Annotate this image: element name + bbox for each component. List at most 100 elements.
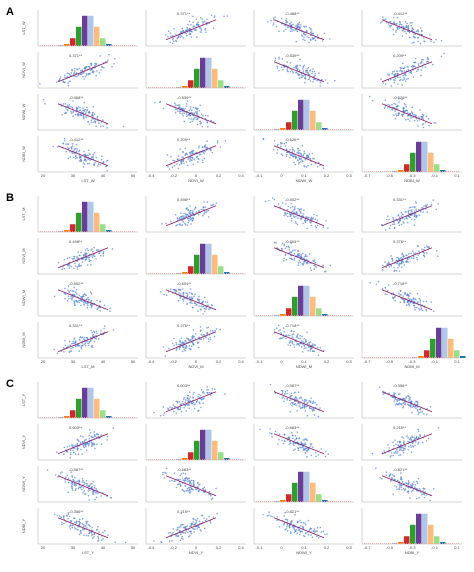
scatter-point	[286, 526, 288, 528]
scatter-point	[188, 118, 190, 120]
histogram-bar	[200, 58, 206, 88]
scatter-point	[387, 104, 389, 106]
scatter-point	[294, 206, 296, 208]
scatter-point	[395, 103, 397, 105]
scatter-point	[176, 290, 178, 292]
scatter-point	[295, 404, 297, 406]
scatter-point	[212, 388, 214, 390]
scatter-point	[76, 72, 78, 74]
histogram-bar	[316, 308, 322, 316]
scatter-point	[410, 117, 412, 119]
scatter-point	[289, 149, 291, 151]
scatter-point	[183, 407, 185, 409]
x-tick-label: 50	[131, 545, 136, 550]
scatter-point	[299, 335, 301, 337]
scatter-point	[399, 486, 401, 488]
histogram-bar	[212, 255, 218, 274]
scatter-point	[286, 18, 288, 20]
regression-line	[58, 62, 108, 82]
scatter-point	[90, 301, 92, 303]
scatter-point	[196, 521, 198, 523]
x-tick-label: -0.7	[364, 545, 372, 550]
scatter-point	[290, 345, 292, 347]
scatter-point	[185, 345, 187, 347]
scatter-point	[299, 153, 301, 155]
scatter-point	[417, 125, 419, 127]
correlation-label: 0.603**	[177, 383, 191, 388]
scatter-point	[72, 476, 74, 478]
scatter-point	[70, 449, 72, 451]
scatter-point	[192, 396, 194, 398]
scatter-point	[192, 164, 194, 166]
scatter-point	[190, 152, 192, 154]
scatter-point	[425, 66, 427, 68]
scatter-point	[194, 208, 196, 210]
scatter-point	[85, 111, 87, 113]
x-tick-label: 0.2	[324, 545, 330, 550]
scatter-point	[172, 166, 174, 168]
scatter-point	[299, 209, 301, 211]
scatter-point	[172, 38, 174, 40]
scatter-point	[185, 473, 187, 475]
scatter-point	[169, 168, 171, 170]
scatter-point	[83, 151, 85, 153]
scatter-point	[189, 488, 191, 490]
scatter-point	[283, 515, 285, 517]
scatter-point	[75, 158, 77, 160]
scatter-point	[427, 247, 429, 249]
scatter-point	[190, 223, 192, 225]
scatter-point	[72, 143, 74, 145]
x-tick-label: -0.2	[170, 359, 178, 364]
scatter-point	[201, 114, 203, 116]
scatter-point	[87, 341, 89, 343]
scatter-point	[91, 332, 93, 334]
scatter-point	[288, 246, 290, 248]
scatter-point	[73, 291, 75, 293]
scatter-point	[399, 220, 401, 222]
correlation-label: 0.498**	[69, 239, 83, 244]
scatter-point	[422, 310, 424, 312]
scatter-point	[393, 82, 395, 84]
scatter-point	[71, 70, 73, 72]
scatter-point	[392, 217, 394, 219]
scatter-point	[402, 75, 404, 77]
scatter-point	[191, 302, 193, 304]
scatter-point	[171, 407, 173, 409]
scatter-point	[310, 398, 312, 400]
scatter-point	[292, 71, 294, 73]
scatter-point	[84, 493, 86, 495]
scatter-point	[400, 301, 402, 303]
scatter-point	[412, 303, 414, 305]
scatter-point	[78, 454, 80, 456]
scatter-point	[86, 253, 88, 255]
scatter-point	[190, 339, 192, 341]
histogram-bar	[82, 16, 88, 46]
scatter-point	[82, 115, 84, 117]
scatter-point	[74, 256, 76, 258]
histogram-bar	[286, 494, 292, 502]
scatter-point	[389, 25, 391, 27]
correlation-label: -0.718**	[393, 281, 408, 286]
scatter-point	[193, 392, 195, 394]
scatter-point	[295, 396, 297, 398]
scatter-point	[188, 339, 190, 341]
scatter-point	[305, 254, 307, 256]
scatter-point	[68, 291, 70, 293]
scatter-point	[293, 67, 295, 69]
scatter-point	[304, 442, 306, 444]
scatter-point	[114, 58, 116, 60]
scatter-point	[393, 452, 395, 454]
scatter-point	[165, 472, 167, 474]
scatter-point	[420, 75, 422, 77]
scatter-point	[202, 488, 204, 490]
scatter-point	[82, 523, 84, 525]
scatter-point	[293, 344, 295, 346]
scatter-point	[292, 24, 294, 26]
scatter-point	[393, 267, 395, 269]
scatter-point	[184, 491, 186, 493]
scatter-point	[276, 520, 278, 522]
scatter-point	[326, 533, 328, 535]
scatter-point	[394, 300, 396, 302]
scatter-point	[410, 444, 412, 446]
scatter-point	[303, 75, 305, 77]
